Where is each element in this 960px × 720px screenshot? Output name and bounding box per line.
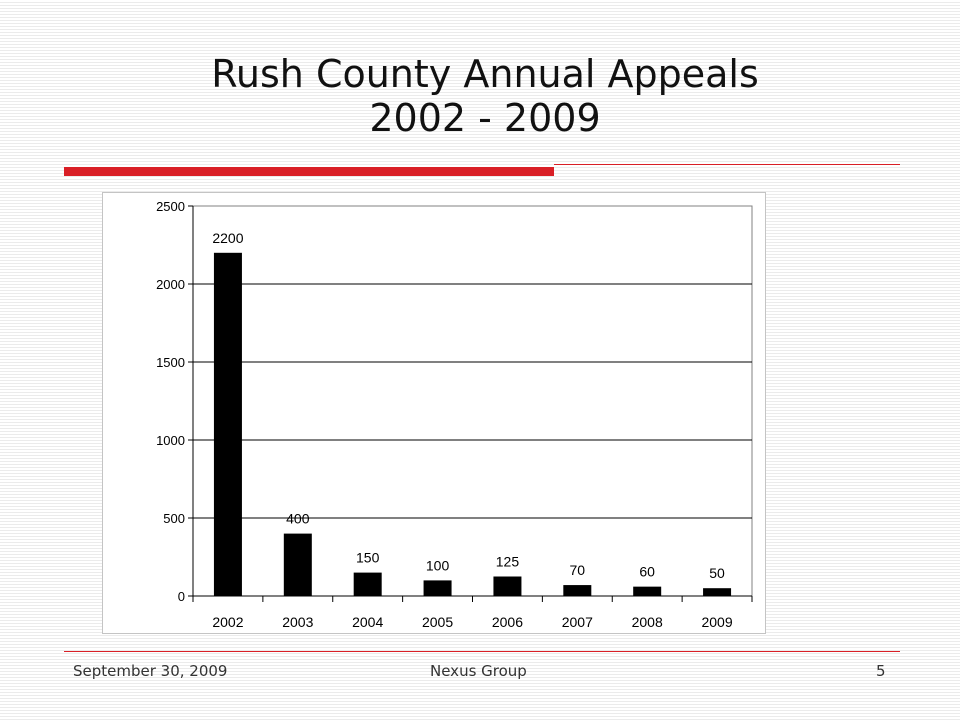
- x-tick-label: 2003: [282, 614, 313, 630]
- y-tick-label: 0: [178, 589, 185, 604]
- footer-divider: [64, 651, 900, 652]
- data-label: 125: [496, 554, 520, 570]
- x-tick-label: 2006: [492, 614, 523, 630]
- x-tick-label: 2007: [562, 614, 593, 630]
- x-tick-label: 2002: [212, 614, 243, 630]
- plot-area: [192, 205, 753, 597]
- y-tick-label: 2000: [156, 277, 185, 292]
- y-tick-label: 500: [163, 511, 185, 526]
- slide-title-line2: 2002 - 2009: [369, 96, 601, 140]
- title-accent-line: [554, 164, 900, 165]
- data-label: 2200: [212, 230, 243, 246]
- footer-page-number: 5: [876, 662, 886, 680]
- y-tick-label: 2500: [156, 199, 185, 214]
- footer-date: September 30, 2009: [73, 662, 228, 680]
- x-tick-label: 2008: [632, 614, 663, 630]
- x-tick-label: 2005: [422, 614, 453, 630]
- bar: [283, 533, 312, 596]
- y-tick-label: 1000: [156, 433, 185, 448]
- bar: [353, 572, 382, 596]
- bar: [493, 576, 522, 596]
- x-tick-label: 2009: [701, 614, 732, 630]
- slide-title: Rush County Annual Appeals 2002 - 2009: [40, 52, 930, 140]
- y-tick-label: 1500: [156, 355, 185, 370]
- data-label: 50: [709, 565, 725, 581]
- data-label: 60: [639, 564, 655, 580]
- bar: [563, 585, 592, 596]
- bar: [703, 588, 732, 596]
- slide-title-line1: Rush County Annual Appeals: [211, 52, 759, 96]
- title-accent-bar: [64, 167, 554, 176]
- bar: [213, 252, 242, 597]
- data-label: 70: [570, 562, 586, 578]
- bar: [633, 586, 662, 596]
- data-label: 100: [426, 557, 450, 573]
- x-tick-label: 2004: [352, 614, 383, 630]
- data-label: 150: [356, 550, 380, 566]
- data-label: 400: [286, 511, 310, 527]
- bar: [423, 580, 452, 596]
- footer-organization: Nexus Group: [430, 662, 527, 680]
